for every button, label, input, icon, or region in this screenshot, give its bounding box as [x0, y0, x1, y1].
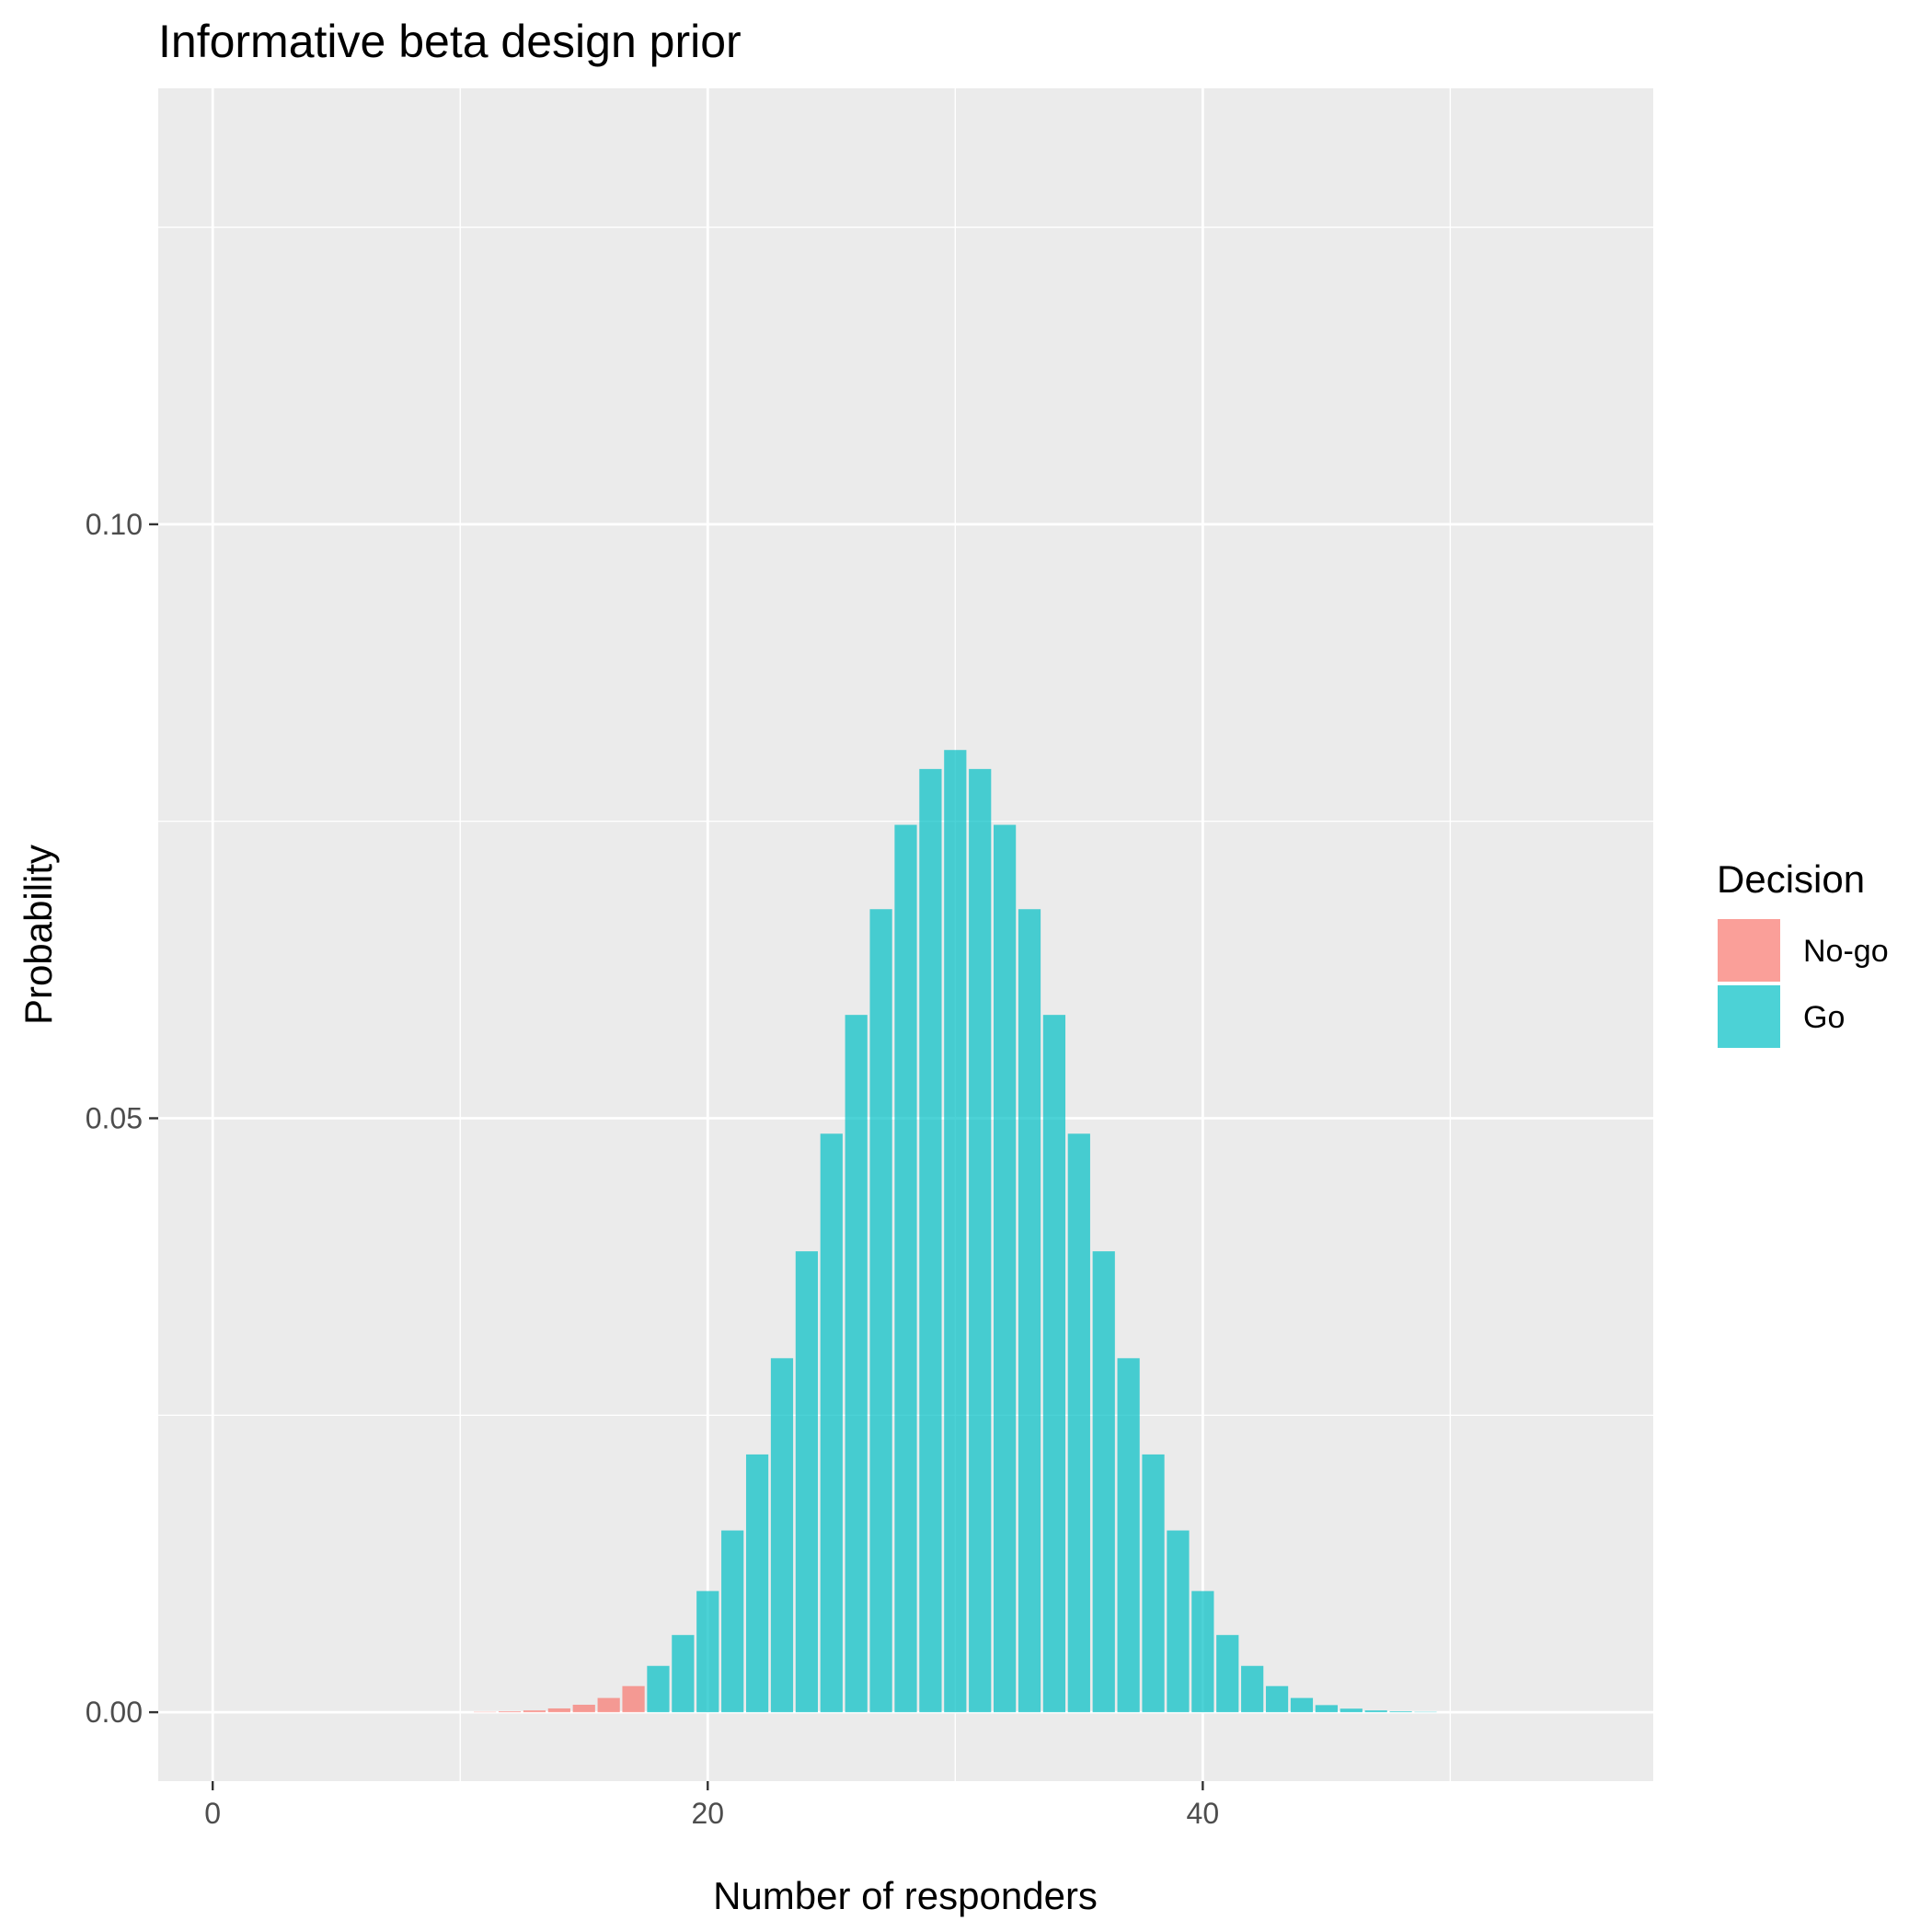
y-axis-title: Probability [17, 845, 60, 1025]
bar [597, 1697, 620, 1713]
bar [745, 1454, 769, 1713]
bar [647, 1665, 670, 1713]
bar [672, 1635, 695, 1713]
legend-key [1716, 983, 1782, 1050]
bar [572, 1704, 595, 1713]
bar [696, 1591, 719, 1713]
bar [1290, 1697, 1314, 1713]
bar [1340, 1708, 1363, 1713]
legend-label: No-go [1803, 934, 1889, 969]
bar [1191, 1591, 1214, 1713]
bars [474, 750, 1437, 1713]
legend-label: Go [1803, 1000, 1845, 1035]
bar [869, 909, 892, 1713]
bar [969, 768, 992, 1713]
bar [1265, 1685, 1289, 1713]
legend: Decision No-go Go [1716, 857, 1889, 1050]
bar [944, 750, 967, 1713]
x-tick-label: 40 [1187, 1797, 1220, 1830]
bar [845, 1015, 868, 1713]
bar [1092, 1251, 1115, 1713]
y-tick-label: 0.05 [86, 1101, 143, 1134]
bar [1389, 1711, 1412, 1713]
bar [721, 1530, 744, 1713]
bar [1018, 909, 1041, 1713]
bar [894, 824, 917, 1713]
y-tick-label: 0.10 [86, 508, 143, 541]
bar [919, 768, 942, 1713]
bar [1241, 1665, 1264, 1713]
bar [1117, 1358, 1140, 1713]
chart-title: Informative beta design prior [158, 16, 742, 67]
x-tick-label: 0 [204, 1797, 221, 1830]
x-axis: 0 20 40 [204, 1781, 1219, 1830]
bar [1364, 1710, 1387, 1713]
y-tick-label: 0.00 [86, 1696, 143, 1729]
x-axis-title: Number of responders [713, 1874, 1098, 1917]
bar [1315, 1705, 1338, 1713]
bar [1216, 1635, 1239, 1713]
x-tick-label: 20 [691, 1797, 724, 1830]
legend-key [1716, 917, 1782, 983]
bar [1142, 1454, 1165, 1713]
legend-title: Decision [1717, 857, 1865, 901]
bar [547, 1708, 570, 1713]
bar [1042, 1015, 1066, 1713]
bar [622, 1685, 645, 1713]
bar [523, 1710, 546, 1713]
bar [498, 1711, 522, 1713]
bar [994, 824, 1017, 1713]
bar [770, 1358, 794, 1713]
bar [1167, 1530, 1190, 1713]
bar [820, 1133, 843, 1713]
bar [795, 1251, 818, 1713]
bar [1067, 1133, 1090, 1713]
y-axis: 0.00 0.05 0.10 [86, 508, 158, 1729]
